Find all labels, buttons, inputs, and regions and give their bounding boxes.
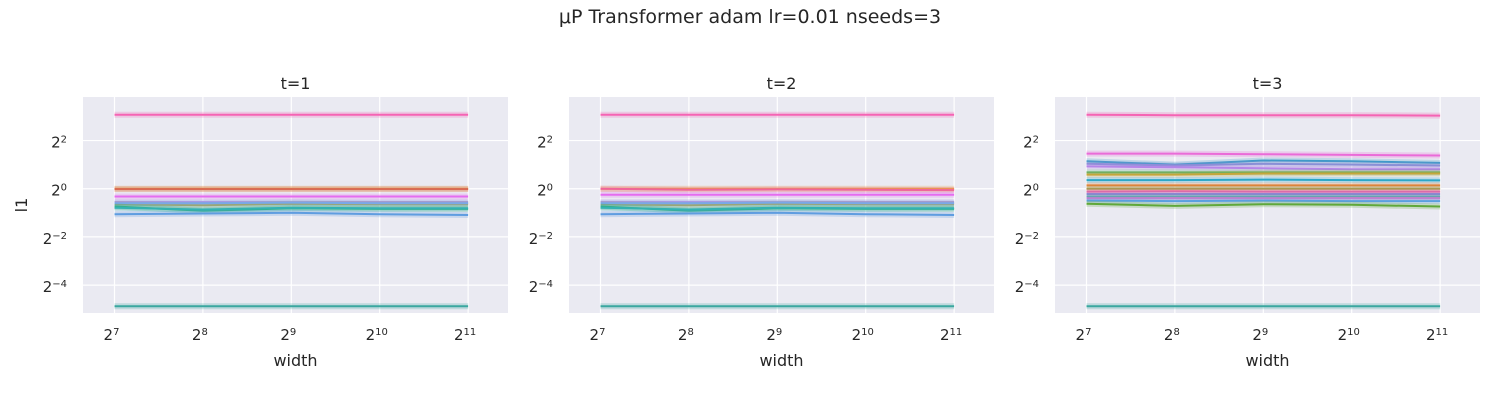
x-tick-label: 27 [104,326,120,344]
panel-1: t=1 27 28 29 210 211 22 20 2−2 2−4 width l1 [12,74,508,370]
panel-title: t=1 [281,74,311,93]
x-tick-label: 29 [280,326,296,344]
y-axis-label: l1 [12,198,31,213]
x-tick-label: 29 [1252,326,1268,344]
y-tick-label: 22 [51,134,67,152]
series-line-9 [114,206,469,211]
series-line-9 [600,206,955,211]
series-line-15 [1086,199,1441,203]
series-line-3 [600,187,955,192]
x-tick-label: 28 [1164,326,1180,344]
panel-2: t=2 27 28 29 210 211 22 20 2−2 2−4 width [529,74,994,370]
x-tick-label: 28 [192,326,208,344]
series-line-5 [1086,165,1441,171]
series-line-6 [114,202,469,207]
y-tick-label: 2−4 [529,278,553,296]
series-line-3 [1086,159,1441,166]
y-tick-label: 22 [1023,134,1039,152]
panel-3: t=3 27 28 29 210 211 22 20 2−2 2−4 width [1015,74,1480,370]
series-line-4 [1086,162,1441,167]
figure-title: μP Transformer adam lr=0.01 nseeds=3 [559,6,941,28]
series-line-2 [1086,152,1441,157]
series-line-7 [1086,172,1441,176]
x-tick-label: 210 [366,326,388,344]
x-tick-label: 211 [1426,326,1448,344]
y-tick-label: 2−2 [529,230,553,248]
y-tick-label: 20 [51,182,67,200]
series-line-8 [1086,178,1441,182]
series-line-10 [114,211,469,216]
x-tick-label: 210 [852,326,874,344]
y-tick-label: 2−4 [1015,278,1039,296]
x-tick-label: 210 [1338,326,1360,344]
x-tick-label: 28 [678,326,694,344]
x-tick-label: 29 [766,326,782,344]
y-tick-label: 20 [1023,182,1039,200]
panel-title: t=2 [767,74,797,93]
y-tick-label: 2−2 [43,230,67,248]
x-axis-label: width [1245,351,1289,370]
x-tick-label: 211 [454,326,476,344]
panel-title: t=3 [1253,74,1283,93]
x-axis-label: width [759,351,803,370]
series-line-7 [114,201,469,205]
y-tick-label: 2−2 [1015,230,1039,248]
series-line-16 [1086,202,1441,208]
x-axis-label: width [273,351,317,370]
x-tick-label: 211 [940,326,962,344]
y-tick-label: 2−4 [43,278,67,296]
series-line-1 [1086,113,1441,117]
series-line-7 [600,201,955,205]
series-line-6 [600,202,955,207]
x-tick-label: 27 [1076,326,1092,344]
y-tick-label: 22 [537,134,553,152]
x-tick-label: 27 [590,326,606,344]
y-tick-label: 20 [537,182,553,200]
series-line-10 [600,211,955,216]
